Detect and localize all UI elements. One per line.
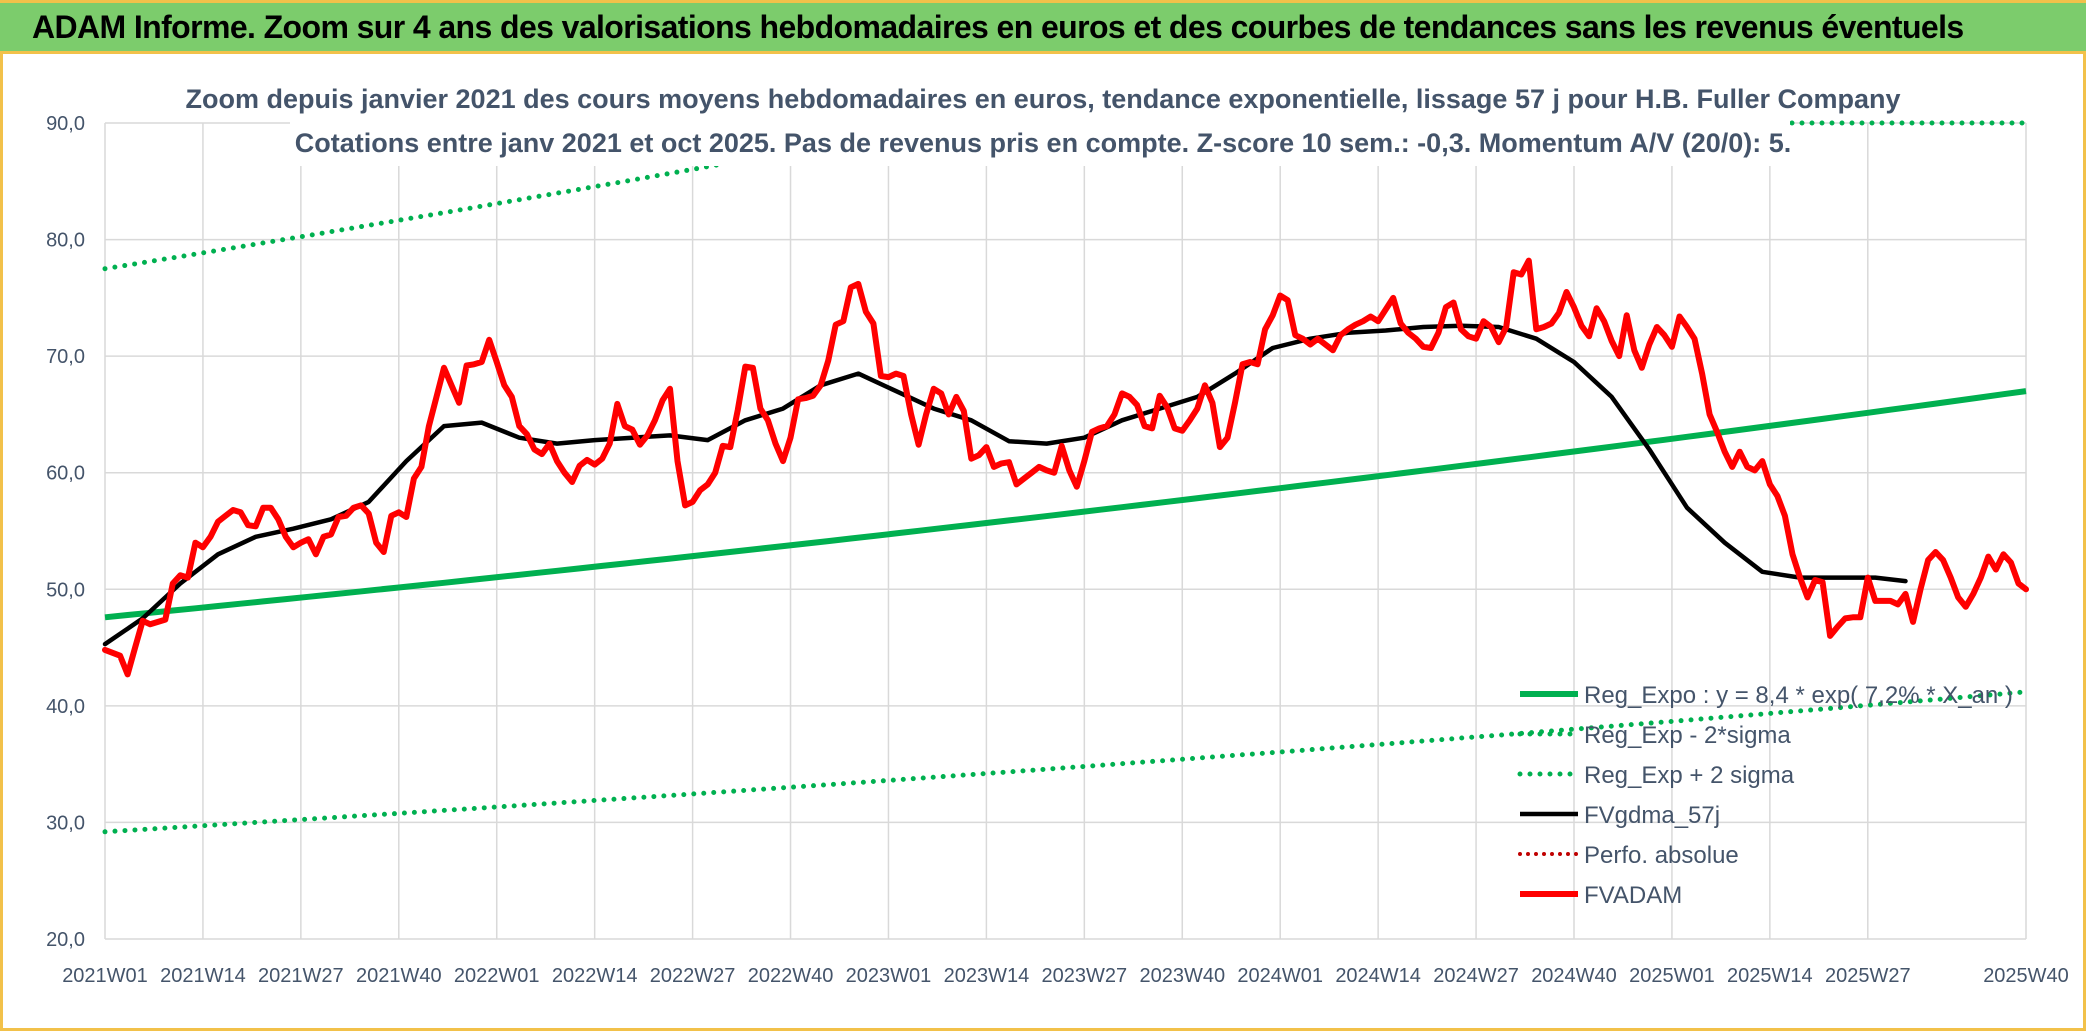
- y-axis-ticks: 20,0 30,0 40,0 50,0 60,0 70,0 80,0 90,0: [46, 113, 85, 951]
- x-tick-label: 2023W01: [846, 965, 932, 987]
- chart-title-line2: Cotations entre janv 2021 et oct 2025. P…: [295, 128, 1792, 158]
- y-tick-label: 60,0: [46, 463, 85, 485]
- chart-title-line1: Zoom depuis janvier 2021 des cours moyen…: [185, 84, 1900, 114]
- x-tick-label: 2024W14: [1335, 965, 1421, 987]
- x-tick-label: 2022W27: [650, 965, 736, 987]
- x-tick-label: 2024W01: [1237, 965, 1323, 987]
- x-tick-label: 2021W01: [62, 965, 148, 987]
- y-tick-label: 20,0: [46, 929, 85, 951]
- fvgdma-57j-line: [102, 323, 1908, 647]
- y-tick-label: 80,0: [46, 230, 85, 252]
- report-banner: ADAM Informe. Zoom sur 4 ans des valoris…: [0, 0, 2086, 54]
- x-tick-label: 2022W01: [454, 965, 540, 987]
- x-tick-label: 2021W40: [356, 965, 442, 987]
- report-title: ADAM Informe. Zoom sur 4 ans des valoris…: [32, 9, 1964, 45]
- x-tick-label: 2023W27: [1042, 965, 1128, 987]
- x-tick-label: 2022W14: [552, 965, 638, 987]
- x-tick-label: 2025W14: [1727, 965, 1813, 987]
- grid-lines: [104, 122, 2027, 940]
- legend-label: Reg_Expo : y = 8,4 * exp( 7,2% * X_an ): [1584, 682, 2013, 709]
- x-tick-label: 2021W27: [258, 965, 344, 987]
- x-tick-label: 2022W40: [748, 965, 834, 987]
- plot-area: [102, 120, 2029, 835]
- title-backdrop: [290, 74, 1790, 166]
- x-tick-label: 2023W14: [944, 965, 1030, 987]
- y-tick-label: 30,0: [46, 812, 85, 834]
- x-tick-label: 2025W27: [1825, 965, 1911, 987]
- y-tick-label: 70,0: [46, 346, 85, 368]
- x-tick-label: 2021W14: [160, 965, 246, 987]
- x-tick-label: 2025W01: [1629, 965, 1715, 987]
- y-tick-label: 90,0: [46, 113, 85, 135]
- legend-label: FVgdma_57j: [1584, 802, 1720, 829]
- fvadam-line: [102, 257, 2029, 678]
- upper-2sigma-line: [102, 121, 944, 272]
- regression-line: [104, 388, 2027, 621]
- legend-label: Perfo. absolue: [1584, 842, 1739, 869]
- x-tick-label: 2024W27: [1433, 965, 1519, 987]
- legend-label: Reg_Exp + 2 sigma: [1584, 762, 1795, 789]
- y-tick-label: 50,0: [46, 579, 85, 601]
- x-tick-label: 2024W40: [1531, 965, 1617, 987]
- legend-label: FVADAM: [1584, 882, 1682, 909]
- legend-label: Reg_Exp - 2*sigma: [1584, 722, 1791, 749]
- x-axis-ticks: 2021W01 2021W14 2021W27 2021W40 2022W01 2022W…: [62, 965, 2069, 987]
- lower-2sigma-line: [102, 689, 2029, 835]
- y-tick-label: 40,0: [46, 696, 85, 718]
- x-tick-label: 2023W40: [1139, 965, 1225, 987]
- x-tick-label: 2025W40: [1983, 965, 2069, 987]
- chart-legend: Reg_Expo : y = 8,4 * exp( 7,2% * X_an ) R…: [1517, 682, 2013, 909]
- chart-frame: [0, 54, 2086, 1031]
